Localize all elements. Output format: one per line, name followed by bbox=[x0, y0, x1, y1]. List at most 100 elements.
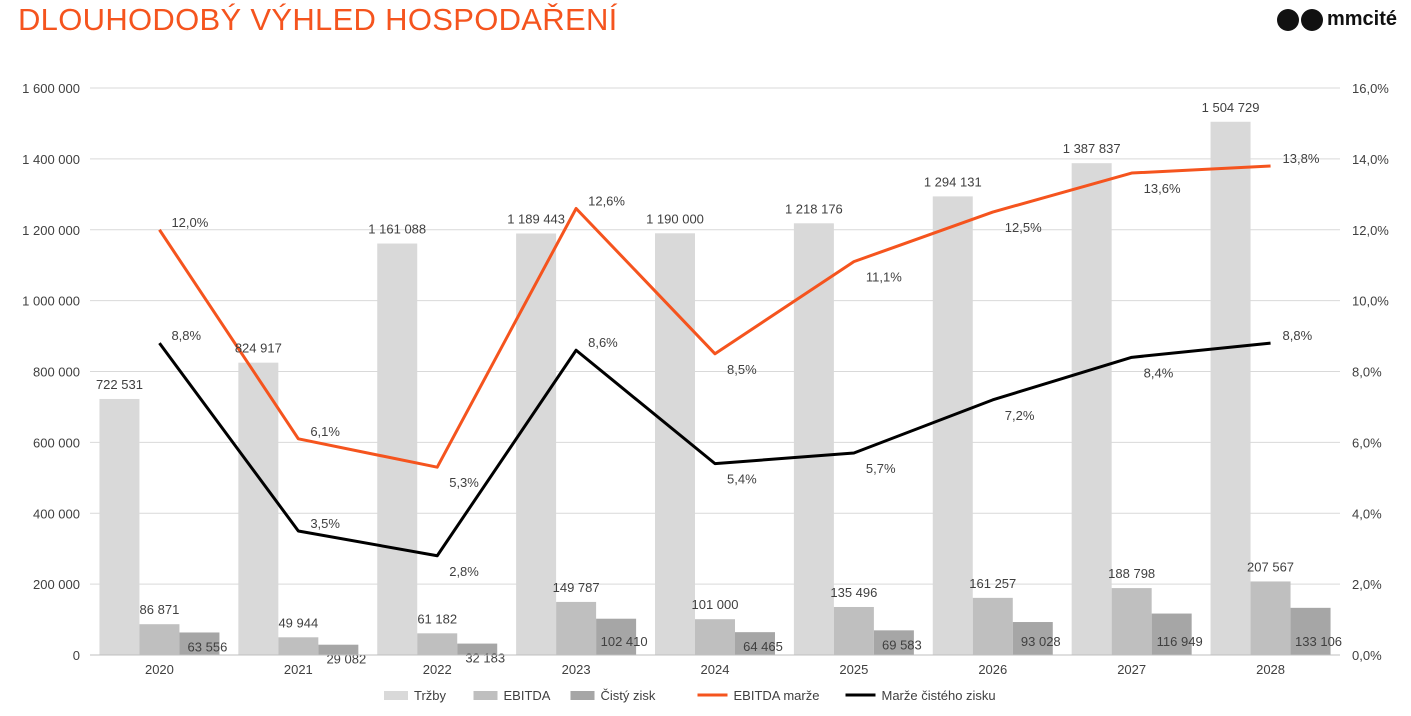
y-left-tick-label: 400 000 bbox=[33, 506, 80, 521]
y-left-tick-label: 0 bbox=[73, 648, 80, 663]
x-tick-label: 2028 bbox=[1256, 662, 1285, 677]
bar-tržby bbox=[377, 243, 418, 656]
y-right-tick-label: 14,0% bbox=[1352, 152, 1389, 167]
y-left-tick-label: 1 200 000 bbox=[22, 223, 80, 238]
page-title: DLOUHODOBÝ VÝHLED HOSPODAŘENÍ bbox=[18, 2, 618, 37]
x-tick-label: 2024 bbox=[701, 662, 730, 677]
gridlines bbox=[90, 87, 1340, 585]
bar-value-label: 116 949 bbox=[1157, 634, 1203, 649]
margin-value-label: 7,2% bbox=[1005, 408, 1035, 423]
bar-ebitda bbox=[556, 601, 597, 655]
bar-value-label: 63 556 bbox=[188, 639, 228, 654]
legend-swatch bbox=[570, 691, 595, 700]
bar-value-label: 824 917 bbox=[235, 341, 282, 356]
bar-value-label: 207 567 bbox=[1247, 559, 1294, 574]
margin-value-label: 5,3% bbox=[449, 475, 479, 490]
legend-label: EBITDA marže bbox=[734, 688, 820, 703]
margin-value-label: 12,5% bbox=[1005, 220, 1042, 235]
bar-value-label: 1 189 443 bbox=[507, 211, 565, 226]
company-logo: mmcité bbox=[1276, 8, 1397, 31]
bar-čistý-zisk bbox=[735, 632, 775, 655]
margin-value-label: 8,5% bbox=[727, 362, 757, 377]
bar-tržby bbox=[655, 233, 695, 655]
y-right-tick-label: 12,0% bbox=[1352, 223, 1389, 238]
bar-čistý-zisk bbox=[457, 643, 498, 655]
margin-value-label: 5,7% bbox=[866, 461, 896, 476]
margin-value-label: 11,1% bbox=[866, 270, 902, 285]
margin-value-label: 13,8% bbox=[1283, 151, 1320, 166]
margin-value-label: 5,4% bbox=[727, 472, 757, 487]
bar-value-label: 102 410 bbox=[601, 634, 648, 649]
lines bbox=[158, 164, 1271, 558]
bar-value-label: 135 496 bbox=[830, 585, 877, 600]
bar-value-label: 1 161 088 bbox=[368, 222, 426, 237]
bar-value-label: 722 531 bbox=[96, 377, 143, 392]
x-tick-label: 2027 bbox=[1117, 662, 1146, 677]
y-right-tick-label: 2,0% bbox=[1352, 577, 1382, 592]
bar-tržby bbox=[99, 398, 140, 655]
y-right-tick-label: 6,0% bbox=[1352, 435, 1382, 450]
bar-ebitda bbox=[972, 597, 1013, 655]
bar-čistý-zisk bbox=[1012, 622, 1053, 655]
x-tick-label: 2026 bbox=[978, 662, 1007, 677]
legend-label: Čistý zisk bbox=[601, 688, 656, 703]
bar-čistý-zisk bbox=[179, 632, 220, 655]
bar-value-label: 1 504 729 bbox=[1202, 100, 1260, 115]
margin-value-label: 6,1% bbox=[310, 424, 340, 439]
margin-value-label: 12,6% bbox=[588, 193, 625, 208]
bar-value-label: 161 257 bbox=[969, 576, 1016, 591]
logo-dot-icon bbox=[1276, 8, 1299, 31]
y-left-tick-label: 200 000 bbox=[33, 577, 80, 592]
y-left-tick-label: 600 000 bbox=[33, 435, 80, 450]
bar-value-label: 1 387 837 bbox=[1063, 141, 1121, 156]
x-tick-label: 2021 bbox=[284, 662, 313, 677]
y-right-tick-label: 0,0% bbox=[1352, 648, 1382, 663]
bar-ebitda bbox=[417, 633, 458, 655]
bar-ebitda bbox=[833, 606, 874, 655]
bar-ebitda bbox=[278, 637, 319, 655]
bar-tržby bbox=[1071, 163, 1112, 656]
bar-tržby bbox=[516, 233, 557, 655]
bar-value-label: 61 182 bbox=[417, 611, 457, 626]
bar-value-label: 149 787 bbox=[553, 580, 600, 595]
bar-value-label: 133 106 bbox=[1295, 634, 1342, 649]
y-right-tick-label: 8,0% bbox=[1352, 365, 1382, 380]
logo-text: mmcité bbox=[1326, 8, 1397, 30]
data-labels: 722 531 824 917 1 161 088 1 189 443 1 190 00… bbox=[96, 100, 1342, 667]
bar-value-label: 64 465 bbox=[743, 639, 783, 654]
legend-swatch bbox=[473, 691, 498, 700]
bar-ebitda bbox=[1250, 581, 1291, 655]
bar-čistý-zisk bbox=[1290, 607, 1331, 655]
legend: Tržby EBITDA Čistý zisk EBITDA marže Marže č… bbox=[384, 688, 996, 703]
y-right-tick-label: 10,0% bbox=[1352, 294, 1389, 309]
y-right-tick-label: 4,0% bbox=[1352, 506, 1382, 521]
bar-tržby bbox=[1210, 121, 1251, 655]
bar-čistý-zisk bbox=[596, 618, 637, 655]
y-left-tick-label: 1 600 000 bbox=[22, 81, 80, 96]
bar-čistý-zisk bbox=[318, 644, 359, 655]
x-tick-label: 2020 bbox=[145, 662, 174, 677]
x-tick-label: 2023 bbox=[562, 662, 591, 677]
bar-value-label: 29 082 bbox=[326, 652, 366, 667]
margin-value-label: 8,8% bbox=[171, 328, 201, 343]
bar-ebitda bbox=[695, 619, 735, 655]
bar-value-label: 1 218 176 bbox=[785, 201, 843, 216]
bar-value-label: 93 028 bbox=[1021, 634, 1061, 649]
bar-ebitda bbox=[139, 624, 180, 655]
bar-value-label: 32 183 bbox=[465, 651, 505, 666]
bar-value-label: 1 294 131 bbox=[924, 174, 982, 189]
margin-value-label: 2,8% bbox=[449, 564, 479, 579]
bar-value-label: 69 583 bbox=[882, 637, 922, 652]
margin-value-label: 13,6% bbox=[1144, 181, 1181, 196]
legend-label: EBITDA bbox=[504, 688, 551, 703]
legend-label: Marže čistého zisku bbox=[882, 688, 996, 703]
margin-value-label: 12,0% bbox=[171, 215, 208, 230]
y-left-tick-label: 1 400 000 bbox=[22, 152, 80, 167]
margin-value-label: 8,6% bbox=[588, 335, 618, 350]
bar-value-label: 1 190 000 bbox=[646, 211, 704, 226]
x-tick-label: 2025 bbox=[839, 662, 868, 677]
bar-ebitda bbox=[1111, 588, 1152, 655]
bar-value-label: 101 000 bbox=[692, 597, 739, 612]
bars bbox=[99, 121, 1331, 656]
